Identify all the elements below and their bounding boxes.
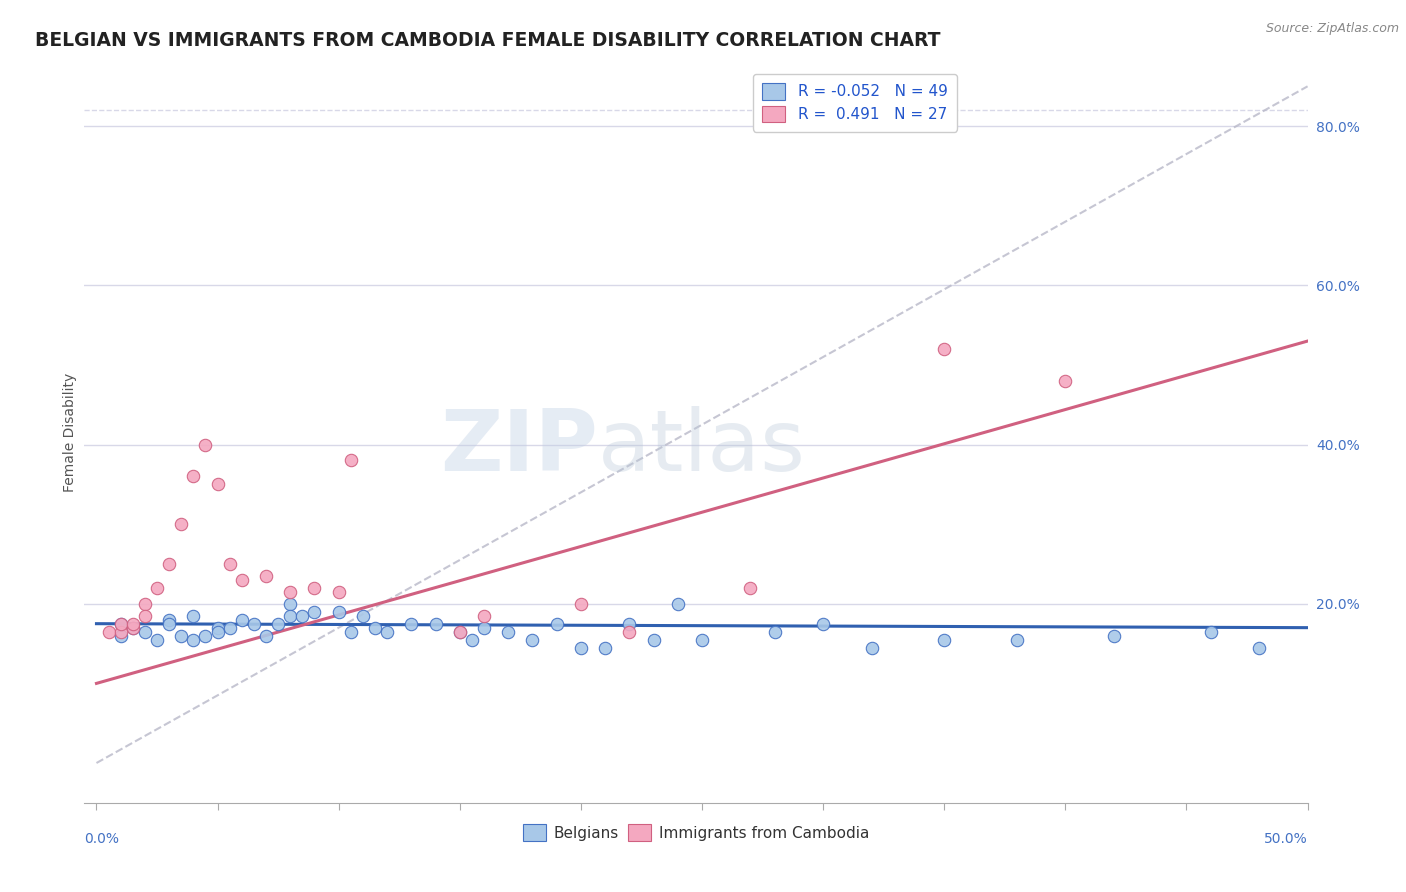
Point [243,616,266,631]
Point [110,616,132,631]
Point [254,629,277,643]
Point [934,632,956,647]
Text: Source: ZipAtlas.com: Source: ZipAtlas.com [1265,22,1399,36]
Point [472,621,495,635]
Point [740,581,762,595]
Point [231,613,253,627]
Text: ZIP: ZIP [440,406,598,489]
Point [1102,629,1125,643]
Point [1054,374,1077,388]
Point [170,517,193,532]
Point [304,605,326,619]
Text: BELGIAN VS IMMIGRANTS FROM CAMBODIA FEMALE DISABILITY CORRELATION CHART: BELGIAN VS IMMIGRANTS FROM CAMBODIA FEMA… [35,30,941,50]
Point [496,624,519,639]
Point [267,616,290,631]
Point [569,597,592,611]
Point [461,632,484,647]
Point [449,624,471,639]
Point [134,597,156,611]
Point [352,608,374,623]
Point [157,557,180,571]
Point [763,624,786,639]
Point [121,621,143,635]
Point [643,632,665,647]
Point [218,557,240,571]
Point [619,624,641,639]
Point [328,584,350,599]
Point [425,616,447,631]
Point [231,573,253,587]
Point [401,616,423,631]
Point [619,616,641,631]
Y-axis label: Female Disability: Female Disability [63,373,77,492]
Point [146,581,169,595]
Point [340,624,363,639]
Point [593,640,616,655]
Point [97,624,120,639]
Point [375,624,398,639]
Point [207,621,229,635]
Point [183,608,205,623]
Point [340,453,363,467]
Point [278,597,301,611]
Point [134,608,156,623]
Point [183,632,205,647]
Point [364,621,387,635]
Point [472,608,495,623]
Point [110,616,132,631]
Point [207,477,229,491]
Text: 50.0%: 50.0% [1264,832,1308,847]
Point [134,624,156,639]
Point [304,581,326,595]
Point [121,621,143,635]
Point [690,632,713,647]
Point [546,616,568,631]
Point [278,608,301,623]
Point [1199,624,1222,639]
Point [449,624,471,639]
Point [291,608,314,623]
Point [183,469,205,483]
Point [110,629,132,643]
Point [207,624,229,639]
Point [110,624,132,639]
Point [194,629,217,643]
Point [569,640,592,655]
Point [1249,640,1271,655]
Point [218,621,240,635]
Text: atlas: atlas [598,406,806,489]
Point [278,584,301,599]
Point [811,616,834,631]
Point [1005,632,1028,647]
Point [170,629,193,643]
Point [328,605,350,619]
Point [934,342,956,356]
Point [194,437,217,451]
Point [522,632,544,647]
Point [860,640,883,655]
Point [157,613,180,627]
Point [157,616,180,631]
Point [254,569,277,583]
Point [121,616,143,631]
Point [146,632,169,647]
Text: 0.0%: 0.0% [84,832,120,847]
Point [666,597,689,611]
Legend: Belgians, Immigrants from Cambodia: Belgians, Immigrants from Cambodia [517,818,875,847]
